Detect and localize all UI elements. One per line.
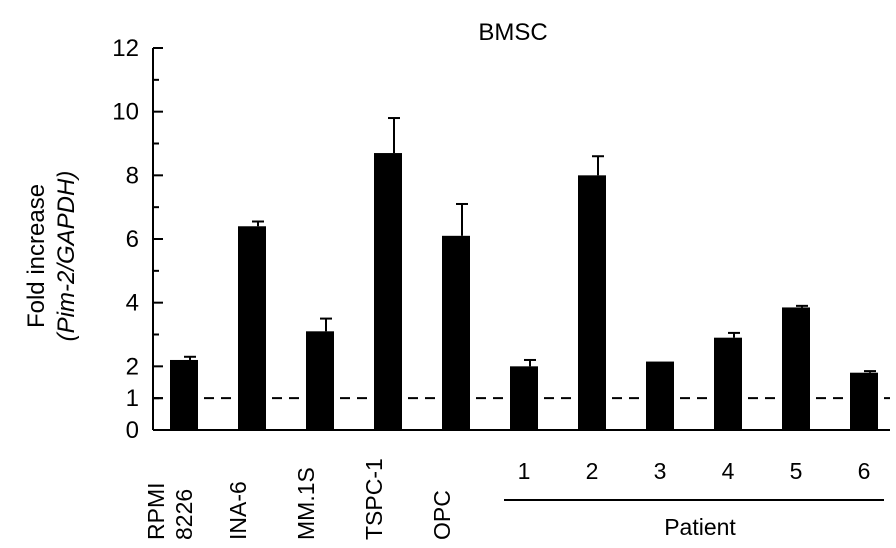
bar [510,366,538,430]
category-label: MM.1S [293,467,319,540]
y-axis-label-line1: Fold increase [23,184,50,328]
patient-group-label: Patient [664,514,736,540]
bar [238,226,266,430]
labels: RPMI 8226 INA-6 MM.1S TSPC-1 OPC 1 2 3 4 5 6 [143,458,884,540]
bar [782,307,810,430]
y-tick-label: 8 [126,162,139,189]
y-tick-label: 0 [126,417,139,444]
bar [646,361,674,430]
category-label: 3 [654,458,667,484]
category-label: 5 [790,458,803,484]
y-tick-label: 12 [112,35,139,62]
bar [374,153,402,431]
y-tick-label: 6 [126,226,139,253]
category-label: 4 [722,458,735,484]
category-label: 1 [518,458,531,484]
bar [578,175,606,430]
category-label: 8226 [171,489,197,540]
category-label: RPMI [143,483,169,541]
bar [714,337,742,430]
bar [306,331,334,430]
y-tick-label: 10 [112,99,139,126]
category-label: 2 [586,458,599,484]
y-axis-label-line2: (Pim-2/GAPDH) [53,171,80,342]
y-tick-label: 2 [126,353,139,380]
y-tick-label: 1 [126,385,139,412]
category-label: INA-6 [225,481,251,540]
category-label: OPC [429,490,455,540]
bar [442,235,470,430]
bar [170,359,198,430]
category-label: TSPC-1 [361,458,387,540]
bars [170,117,878,431]
y-tick-label: 4 [126,290,139,317]
bar [850,372,878,430]
chart-title: BMSC [478,19,547,46]
category-label: 6 [858,458,871,484]
